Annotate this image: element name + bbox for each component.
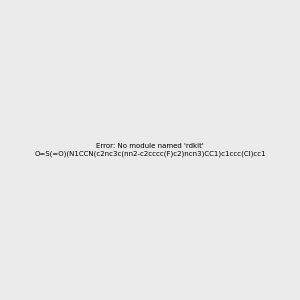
Text: Error: No module named 'rdkit'
O=S(=O)(N1CCN(c2nc3c(nn2-c2cccc(F)c2)ncn3)CC1)c1c: Error: No module named 'rdkit' O=S(=O)(N… [34,143,266,157]
